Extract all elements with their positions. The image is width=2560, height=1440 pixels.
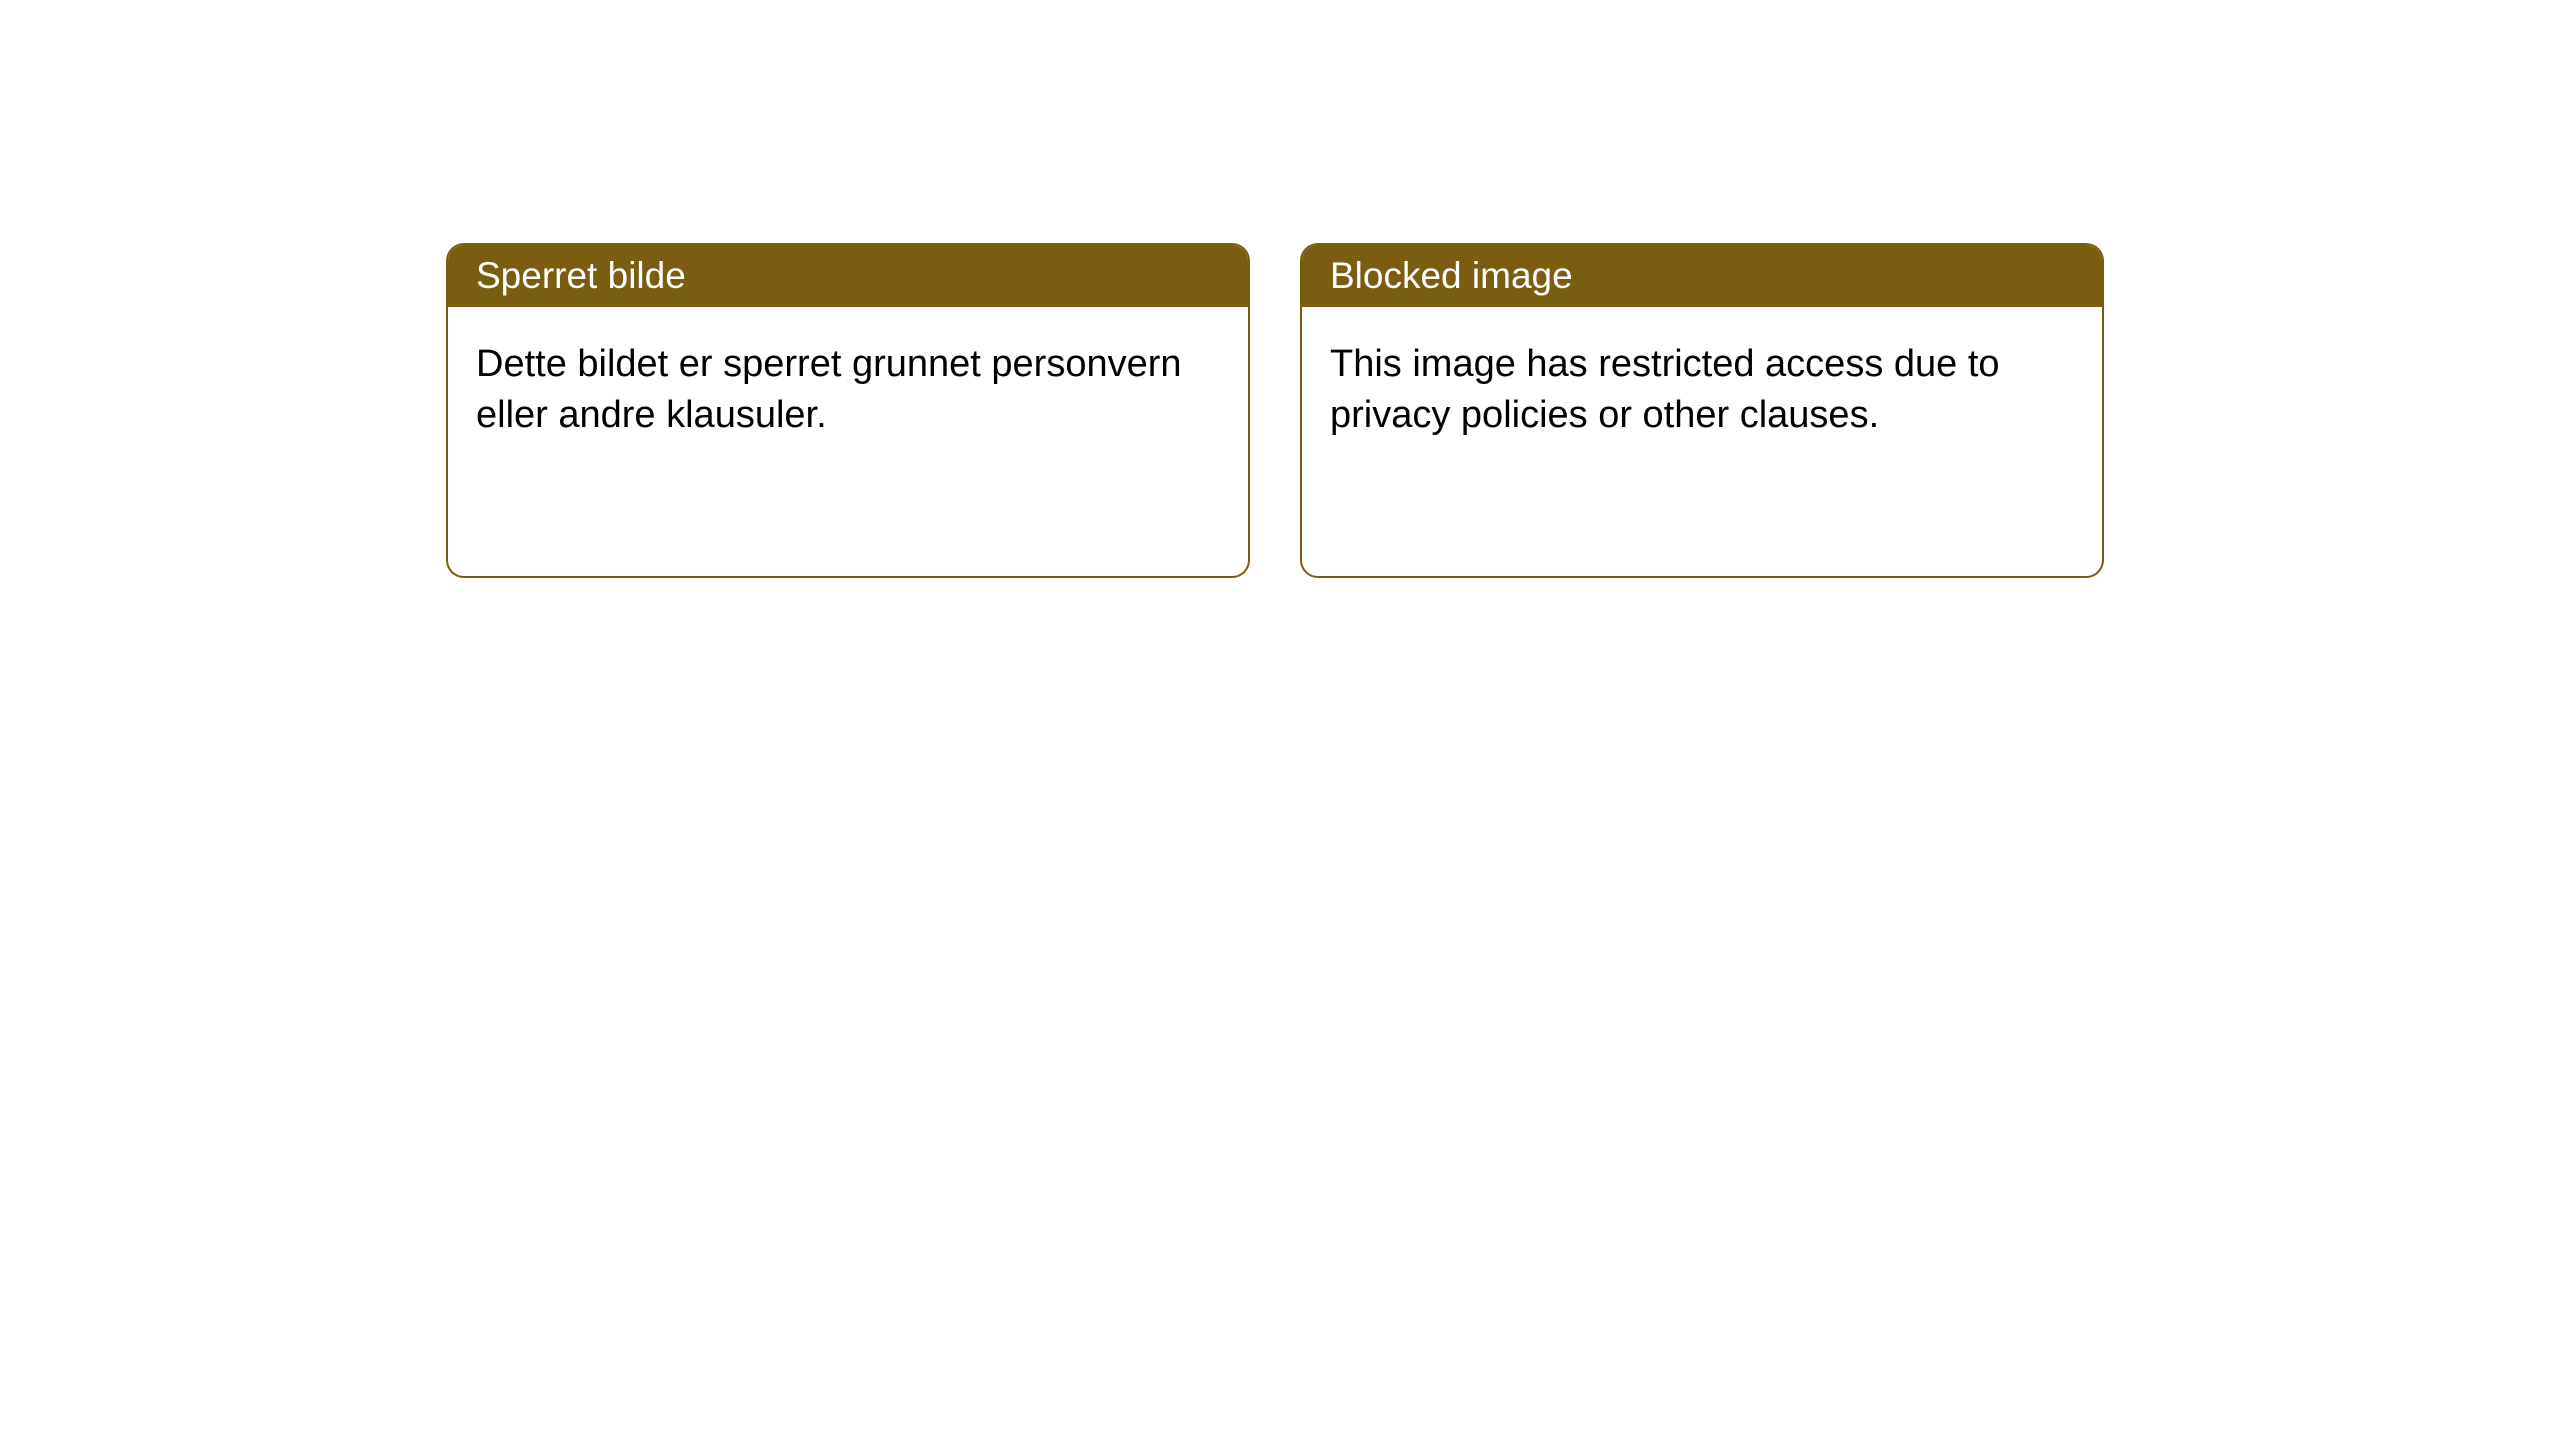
blocked-image-card-no: Sperret bilde Dette bildet er sperret gr… <box>446 243 1250 578</box>
card-header: Blocked image <box>1302 245 2102 307</box>
card-title: Sperret bilde <box>476 255 686 296</box>
notice-container: Sperret bilde Dette bildet er sperret gr… <box>0 0 2560 578</box>
card-body-text: Dette bildet er sperret grunnet personve… <box>476 343 1182 436</box>
card-header: Sperret bilde <box>448 245 1248 307</box>
blocked-image-card-en: Blocked image This image has restricted … <box>1300 243 2104 578</box>
card-body-text: This image has restricted access due to … <box>1330 343 2000 436</box>
card-title: Blocked image <box>1330 255 1573 296</box>
card-body: Dette bildet er sperret grunnet personve… <box>448 307 1248 474</box>
card-body: This image has restricted access due to … <box>1302 307 2102 474</box>
